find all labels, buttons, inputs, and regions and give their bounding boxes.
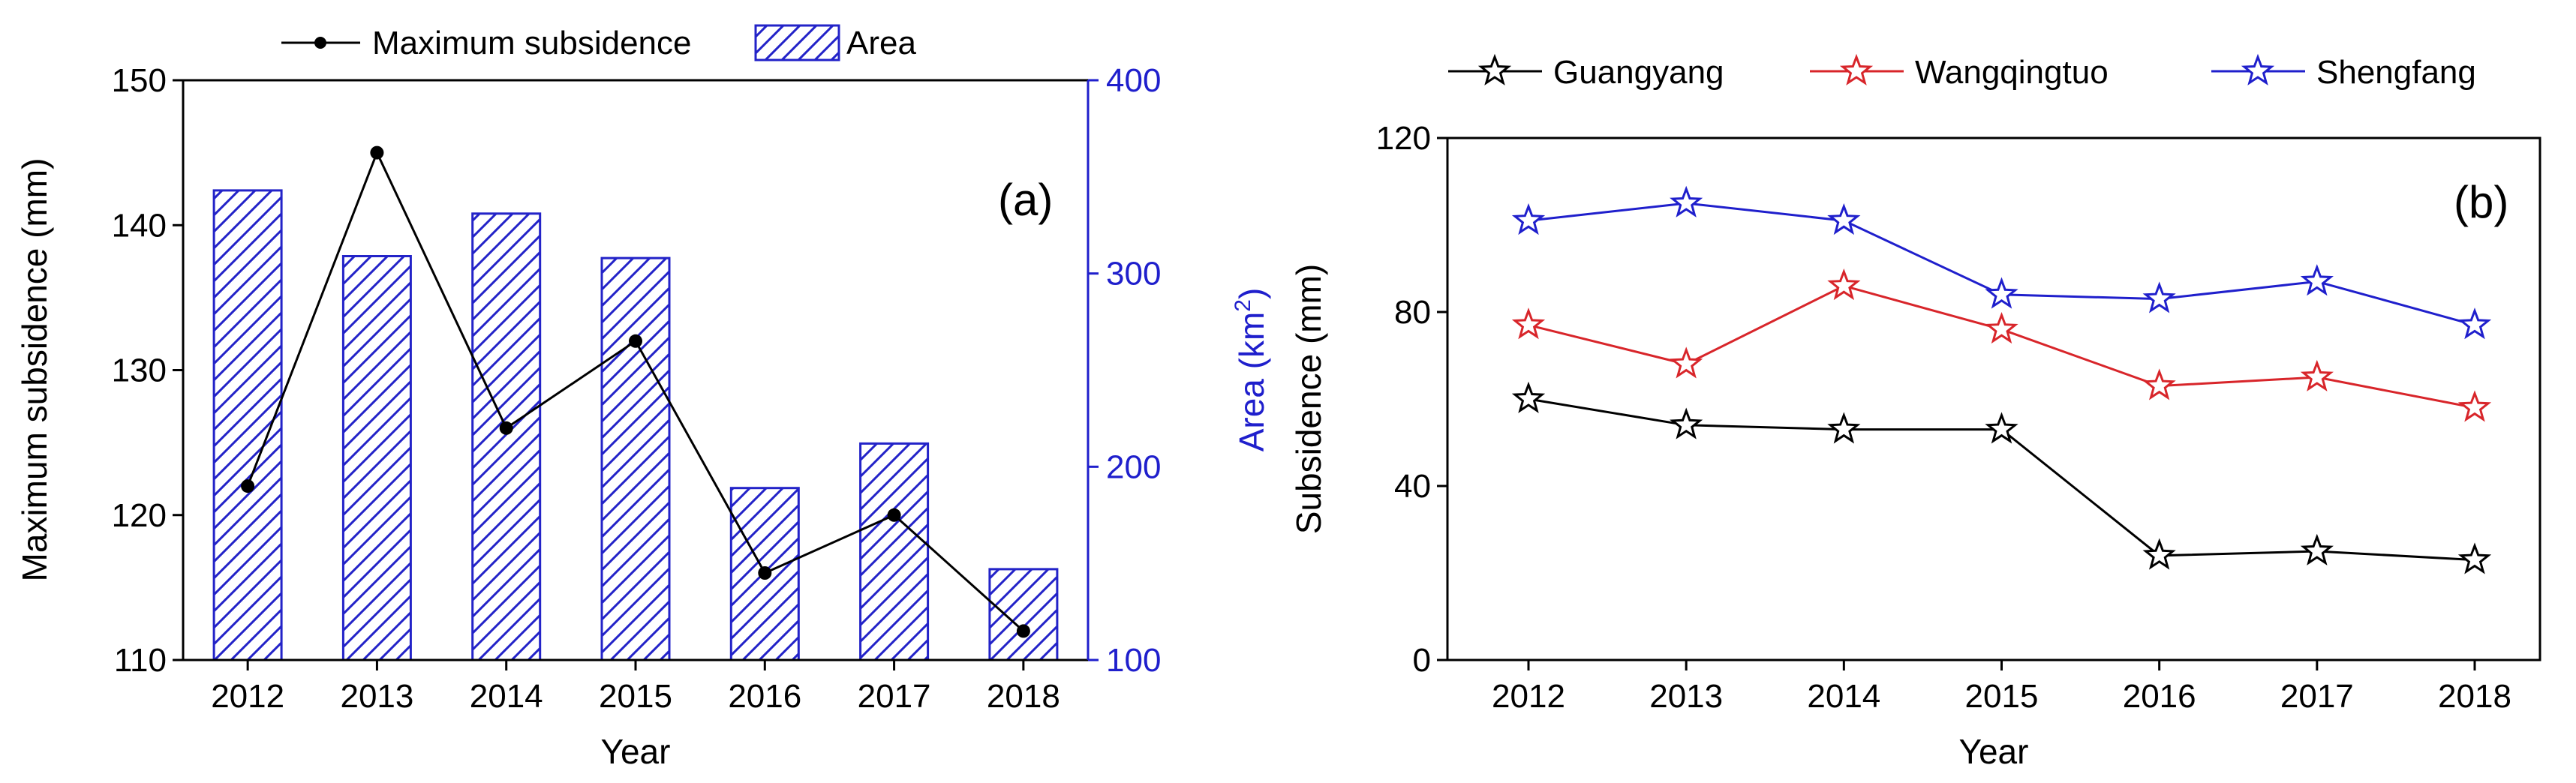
x-tick-label: 2014 xyxy=(1807,678,1880,715)
wangqingtuo-point-2013 xyxy=(1670,346,1703,379)
x-tick-label: 2013 xyxy=(340,678,413,715)
legend-a-marker xyxy=(314,37,326,49)
x-tick-label: 2018 xyxy=(987,678,1060,715)
max-subsidence-point-2017 xyxy=(887,508,901,522)
shengfang-line xyxy=(1528,202,2475,326)
chart-b-legend: Guangyang Wangqingtuo Shengfang xyxy=(1448,53,2476,91)
x-tick-label: 2015 xyxy=(1965,678,2039,715)
x-tick-label: 2016 xyxy=(2123,678,2196,715)
legend-wangqingtuo-label: Wangqingtuo xyxy=(1915,54,2109,91)
guangyang-point-2013 xyxy=(1670,407,1703,440)
guangyang-point-2014 xyxy=(1827,412,1861,444)
y-tick-label: 120 xyxy=(1376,120,1431,157)
guangyang-point-2018 xyxy=(2457,542,2492,574)
shengfang-point-2015 xyxy=(1985,277,2018,309)
guangyang-point-2017 xyxy=(2300,533,2334,566)
wangqingtuo-point-2016 xyxy=(2142,368,2176,400)
legend-a-bar-swatch xyxy=(754,24,840,62)
max-subsidence-point-2016 xyxy=(758,566,772,580)
chart-b-panel-label: (b) xyxy=(2454,177,2508,227)
chart-a-line xyxy=(241,146,1030,638)
x-tick-label: 2018 xyxy=(2438,678,2511,715)
area-bar-2013 xyxy=(341,255,412,662)
area-bar-2015 xyxy=(600,256,671,662)
guangyang-point-2016 xyxy=(2142,538,2176,570)
y2-tick-label: 400 xyxy=(1106,62,1161,99)
chart-a-y2-label-end: ) xyxy=(1232,288,1271,299)
wangqingtuo-point-2015 xyxy=(1985,311,2018,344)
y-tick-label: 140 xyxy=(112,207,167,244)
y-tick-label: 0 xyxy=(1413,642,1431,679)
chart-a-y2-ticks: 100 200 300 400 xyxy=(1088,62,1161,679)
x-tick-label: 2015 xyxy=(599,678,672,715)
area-bar-2017 xyxy=(859,442,930,662)
chart-a-panel-label: (a) xyxy=(998,175,1053,225)
y-tick-label: 80 xyxy=(1394,294,1431,331)
chart-a-y-label: Maximum subsidence (mm) xyxy=(15,158,54,582)
chart-b-y-label: Subsidence (mm) xyxy=(1289,264,1328,534)
shengfang-point-2012 xyxy=(1511,202,1546,236)
x-tick-label: 2017 xyxy=(2280,678,2354,715)
chart-a-y-ticks: 110 120 130 140 150 xyxy=(112,62,183,679)
guangyang-point-2012 xyxy=(1511,381,1546,413)
shengfang-point-2017 xyxy=(2300,264,2334,296)
legend-guangyang-marker xyxy=(1477,53,1512,86)
chart-b: 0 40 80 120 2012 2013 2014 2015 2016 2017 2018 Ye… xyxy=(1289,53,2541,771)
area-bar-2018 xyxy=(988,568,1059,662)
y-tick-label: 120 xyxy=(112,497,167,534)
chart-a-x-ticks: 2012 2013 2014 2015 2016 2017 2018 xyxy=(211,660,1060,715)
chart-a-y2-label-main: Area (km xyxy=(1232,312,1271,452)
chart-a-bars xyxy=(212,189,1059,662)
y-tick-label: 150 xyxy=(112,62,167,99)
y2-tick-label: 300 xyxy=(1106,256,1161,292)
wangqingtuo-point-2017 xyxy=(2300,359,2334,392)
shengfang-point-2013 xyxy=(1670,185,1703,218)
chart-b-y-ticks: 0 40 80 120 xyxy=(1376,120,1447,679)
legend-shengfang-marker xyxy=(2241,53,2275,86)
y-tick-label: 130 xyxy=(112,352,167,389)
y2-tick-label: 200 xyxy=(1106,448,1161,485)
legend-wangqingtuo-marker xyxy=(1839,53,1874,86)
x-tick-label: 2017 xyxy=(858,678,931,715)
area-bar-2014 xyxy=(471,212,542,662)
chart-a-legend: Maximum subsidence Area xyxy=(281,24,916,62)
legend-shengfang-label: Shengfang xyxy=(2316,54,2476,91)
y-tick-label: 110 xyxy=(114,642,167,679)
x-tick-label: 2013 xyxy=(1649,678,1723,715)
x-tick-label: 2016 xyxy=(728,678,801,715)
shengfang-point-2016 xyxy=(2142,281,2176,314)
max-subsidence-point-2013 xyxy=(370,146,384,160)
chart-b-plot-frame xyxy=(1446,136,2541,662)
wangqingtuo-line xyxy=(1528,284,2475,410)
x-tick-label: 2012 xyxy=(1492,678,1565,715)
max-subsidence-point-2012 xyxy=(241,479,255,494)
shengfang-point-2018 xyxy=(2457,308,2492,340)
shengfang-point-2014 xyxy=(1827,202,1861,236)
wangqingtuo-point-2014 xyxy=(1827,268,1861,301)
wangqingtuo-point-2018 xyxy=(2457,390,2492,422)
chart-b-x-ticks: 2012 2013 2014 2015 2016 2017 2018 xyxy=(1492,660,2511,715)
max-subsidence-point-2015 xyxy=(629,334,642,348)
y2-tick-label: 100 xyxy=(1106,642,1161,679)
chart-b-x-label: Year xyxy=(1959,732,2029,771)
legend-guangyang-label: Guangyang xyxy=(1553,54,1724,91)
chart-b-lines xyxy=(1511,185,2492,574)
chart-a-y2-label: Area (km2) xyxy=(1231,288,1271,452)
max-subsidence-point-2018 xyxy=(1016,624,1030,638)
legend-a-bar-label: Area xyxy=(846,25,916,62)
chart-a-y2-label-sup: 2 xyxy=(1231,299,1255,312)
wangqingtuo-point-2012 xyxy=(1511,308,1546,340)
chart-a-x-label: Year xyxy=(601,732,671,771)
x-tick-label: 2012 xyxy=(211,678,284,715)
y-tick-label: 40 xyxy=(1394,468,1431,505)
max-subsidence-point-2014 xyxy=(499,421,513,435)
legend-a-line-label: Maximum subsidence xyxy=(372,25,692,62)
guangyang-point-2015 xyxy=(1985,412,2018,444)
x-tick-label: 2014 xyxy=(470,678,543,715)
